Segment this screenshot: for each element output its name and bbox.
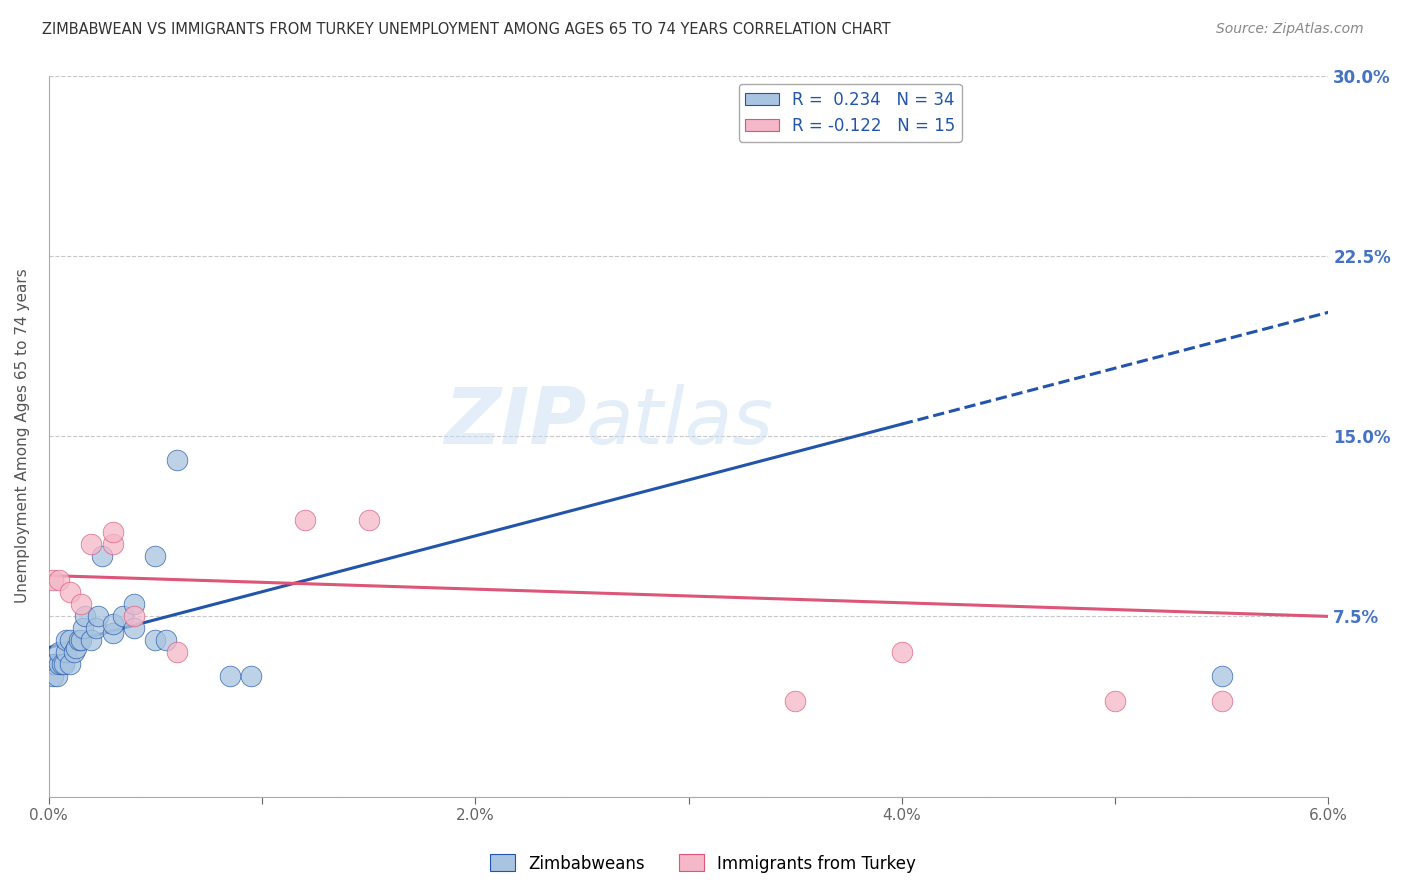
Point bbox=[785, 693, 807, 707]
Point bbox=[42, 657, 65, 672]
Point bbox=[890, 645, 912, 659]
Point bbox=[122, 621, 145, 635]
Point bbox=[155, 633, 177, 648]
Text: atlas: atlas bbox=[586, 384, 775, 459]
Point bbox=[42, 669, 65, 683]
Point bbox=[55, 645, 77, 659]
Point bbox=[122, 598, 145, 612]
Point bbox=[80, 633, 103, 648]
Point bbox=[101, 525, 124, 540]
Legend: R =  0.234   N = 34, R = -0.122   N = 15: R = 0.234 N = 34, R = -0.122 N = 15 bbox=[738, 84, 962, 142]
Point bbox=[44, 657, 66, 672]
Point bbox=[240, 669, 263, 683]
Point bbox=[145, 633, 167, 648]
Point bbox=[55, 633, 77, 648]
Point bbox=[294, 513, 316, 527]
Point bbox=[48, 657, 70, 672]
Point bbox=[101, 537, 124, 551]
Point bbox=[48, 645, 70, 659]
Point bbox=[101, 616, 124, 631]
Point bbox=[59, 633, 82, 648]
Point bbox=[69, 598, 91, 612]
Point bbox=[42, 574, 65, 588]
Point bbox=[72, 621, 94, 635]
Text: ZIMBABWEAN VS IMMIGRANTS FROM TURKEY UNEMPLOYMENT AMONG AGES 65 TO 74 YEARS CORR: ZIMBABWEAN VS IMMIGRANTS FROM TURKEY UNE… bbox=[42, 22, 891, 37]
Point bbox=[52, 657, 75, 672]
Point bbox=[101, 626, 124, 640]
Point bbox=[145, 549, 167, 564]
Point bbox=[112, 609, 135, 624]
Point bbox=[69, 633, 91, 648]
Point bbox=[219, 669, 242, 683]
Point bbox=[122, 609, 145, 624]
Point bbox=[1104, 693, 1126, 707]
Point bbox=[84, 621, 107, 635]
Point bbox=[59, 657, 82, 672]
Point bbox=[357, 513, 380, 527]
Point bbox=[73, 609, 96, 624]
Point bbox=[51, 657, 73, 672]
Point bbox=[59, 585, 82, 599]
Point bbox=[63, 645, 86, 659]
Point bbox=[91, 549, 114, 564]
Point bbox=[1211, 669, 1233, 683]
Point bbox=[80, 537, 103, 551]
Point bbox=[65, 640, 87, 655]
Point bbox=[48, 574, 70, 588]
Text: ZIP: ZIP bbox=[444, 384, 586, 459]
Point bbox=[46, 669, 69, 683]
Point bbox=[166, 645, 188, 659]
Point bbox=[166, 453, 188, 467]
Point bbox=[1211, 693, 1233, 707]
Text: Source: ZipAtlas.com: Source: ZipAtlas.com bbox=[1216, 22, 1364, 37]
Point bbox=[87, 609, 110, 624]
Y-axis label: Unemployment Among Ages 65 to 74 years: Unemployment Among Ages 65 to 74 years bbox=[15, 268, 30, 604]
Legend: Zimbabweans, Immigrants from Turkey: Zimbabweans, Immigrants from Turkey bbox=[484, 847, 922, 880]
Point bbox=[67, 633, 90, 648]
